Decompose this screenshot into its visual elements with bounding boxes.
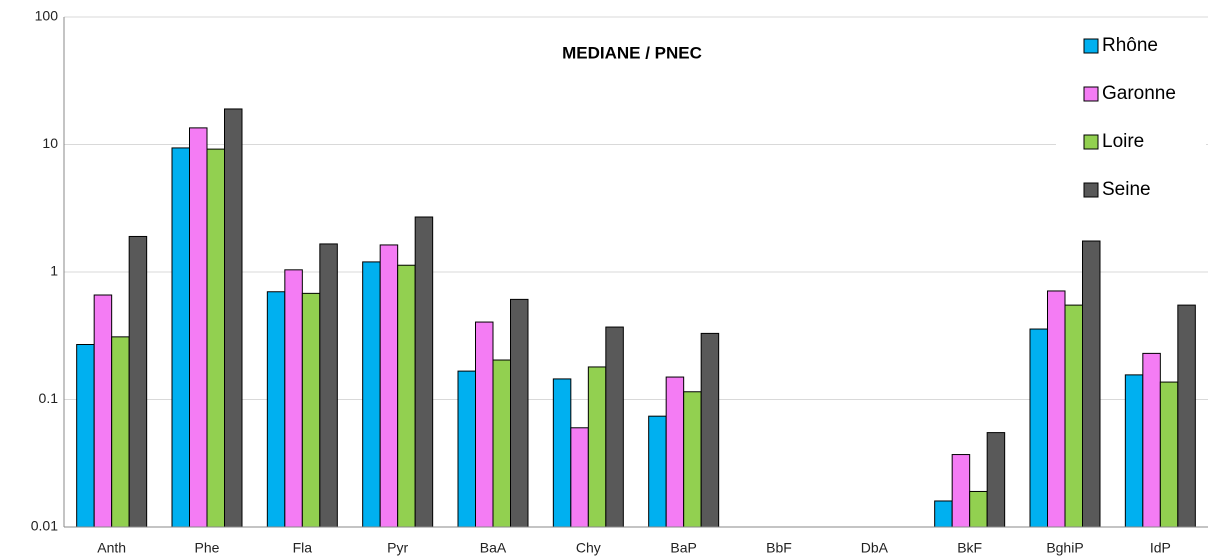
x-tick-label: BkF bbox=[957, 540, 982, 556]
bar bbox=[301, 292, 321, 528]
bar bbox=[492, 359, 511, 528]
y-tick-label: 1 bbox=[50, 263, 58, 279]
bar bbox=[552, 378, 572, 528]
x-tick-label: BghiP bbox=[1046, 540, 1083, 556]
bar bbox=[1064, 304, 1083, 528]
bar bbox=[224, 108, 243, 528]
bar bbox=[1082, 240, 1101, 528]
bar bbox=[1124, 374, 1144, 528]
bar bbox=[111, 336, 130, 528]
bar bbox=[986, 432, 1006, 528]
bar bbox=[951, 454, 971, 528]
bar bbox=[206, 148, 225, 528]
bar bbox=[605, 326, 624, 528]
bar bbox=[1177, 304, 1196, 528]
bar bbox=[76, 344, 95, 528]
bar bbox=[457, 370, 476, 528]
legend-swatch bbox=[1083, 182, 1099, 198]
y-tick-label: 0.01 bbox=[31, 518, 58, 534]
bar bbox=[1029, 328, 1048, 528]
bar bbox=[128, 235, 148, 528]
bar bbox=[969, 490, 988, 528]
x-tick-label: Chy bbox=[576, 540, 601, 556]
bar bbox=[397, 264, 416, 528]
legend-label: Seine bbox=[1102, 179, 1151, 200]
bar bbox=[1142, 352, 1161, 528]
x-tick-label: Anth bbox=[97, 540, 126, 556]
y-tick-label: 10 bbox=[42, 135, 58, 151]
bar bbox=[189, 127, 208, 528]
bar bbox=[683, 391, 702, 528]
bar bbox=[93, 294, 113, 528]
bar bbox=[700, 332, 720, 528]
bar bbox=[570, 427, 589, 528]
bar bbox=[475, 321, 494, 528]
legend-swatch bbox=[1083, 38, 1099, 54]
bar bbox=[284, 269, 303, 528]
x-tick-label: BaA bbox=[480, 540, 507, 556]
bar bbox=[362, 261, 381, 528]
legend-label: Rhône bbox=[1102, 35, 1158, 56]
bar bbox=[1159, 381, 1179, 528]
x-tick-label: BbF bbox=[766, 540, 792, 556]
legend-swatch bbox=[1083, 86, 1099, 102]
bar bbox=[934, 500, 953, 528]
chart-title: MEDIANE / PNEC bbox=[562, 43, 702, 62]
bar bbox=[648, 415, 667, 528]
bar bbox=[319, 243, 338, 528]
bar bbox=[171, 147, 190, 528]
bar bbox=[587, 366, 607, 528]
bar bbox=[414, 216, 434, 528]
legend-box bbox=[1056, 28, 1206, 218]
bar bbox=[266, 291, 286, 528]
y-tick-label: 100 bbox=[35, 8, 59, 24]
x-tick-label: IdP bbox=[1150, 540, 1171, 556]
legend-label: Loire bbox=[1102, 131, 1144, 152]
y-tick-label: 0.1 bbox=[39, 390, 59, 406]
bar bbox=[379, 244, 399, 528]
x-tick-label: Fla bbox=[293, 540, 313, 556]
bar bbox=[510, 298, 529, 528]
legend-swatch bbox=[1083, 134, 1099, 150]
x-tick-label: Phe bbox=[195, 540, 220, 556]
bar bbox=[1047, 290, 1066, 528]
legend-label: Garonne bbox=[1102, 83, 1176, 104]
x-tick-label: DbA bbox=[861, 540, 889, 556]
x-tick-label: BaP bbox=[670, 540, 696, 556]
x-tick-label: Pyr bbox=[387, 540, 408, 556]
bar bbox=[665, 376, 685, 528]
